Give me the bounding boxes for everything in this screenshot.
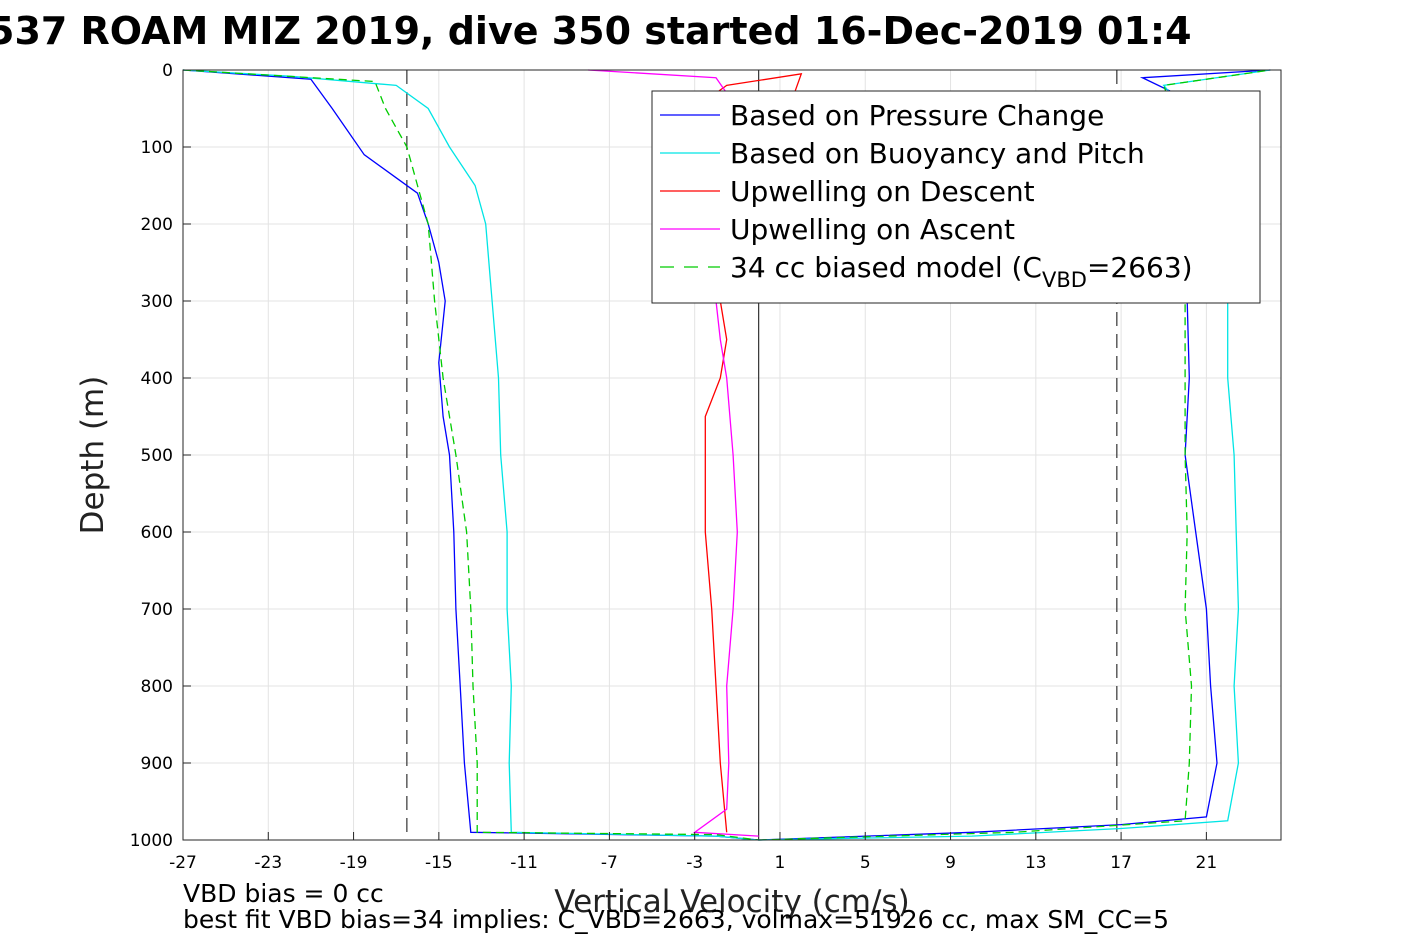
x-tick-label: 1 [775,853,786,873]
x-tick-label: -19 [340,853,368,873]
series-line [758,69,1271,841]
x-tick-label: -23 [254,853,282,873]
legend-box [651,90,1261,304]
y-tick-label: 200 [141,215,173,235]
y-tick-label: 1000 [130,831,173,851]
x-tick-label: 17 [1110,853,1132,873]
x-tick-label: 9 [945,853,956,873]
x-tick-label: -11 [510,853,538,873]
x-tick-label: -27 [169,853,197,873]
x-tick-label: 13 [1025,853,1047,873]
y-tick-label: 500 [141,446,173,466]
legend-entry: Based on Buoyancy and Pitch [730,137,1145,170]
footnote-bias: VBD bias = 0 cc [183,879,384,908]
legend-entry: Based on Pressure Change [730,99,1104,132]
y-tick-label: 300 [141,292,173,312]
x-axis-label: Vertical Velocity (cm/s) [554,884,909,920]
x-tick-label: -15 [425,853,453,873]
x-tick-label: -3 [686,853,703,873]
y-tick-label: 400 [141,369,173,389]
legend-entry: Upwelling on Descent [730,175,1035,208]
legend-entry: Upwelling on Ascent [730,213,1015,246]
x-tick-label: 21 [1196,853,1218,873]
y-axis-label: Depth (m) [75,376,111,535]
y-tick-label: 900 [141,754,173,774]
y-tick-label: 700 [141,600,173,620]
legend: Based on Pressure Change Based on Buoyanc… [651,90,1261,304]
series-line [182,69,759,841]
y-tick-label: 800 [141,677,173,697]
y-tick-label: 0 [162,61,173,81]
footnote-best-fit: best fit VBD bias=34 implies: C_VBD=2663… [183,905,1169,934]
legend-entry: 34 cc biased model (CVBD=2663) [730,251,1193,292]
chart-title: 537 ROAM MIZ 2019, dive 350 started 16-D… [0,9,1192,53]
y-tick-label: 600 [141,523,173,543]
tick-labels: -27 -23 -19 -15 -11 -7 -3 1 5 9 13 17 21 0 100 200 300 40… [130,61,1217,873]
x-tick-label: -7 [601,853,618,873]
x-tick-label: 5 [860,853,871,873]
y-tick-label: 100 [141,138,173,158]
series-line [182,69,759,841]
series-line [182,69,759,841]
